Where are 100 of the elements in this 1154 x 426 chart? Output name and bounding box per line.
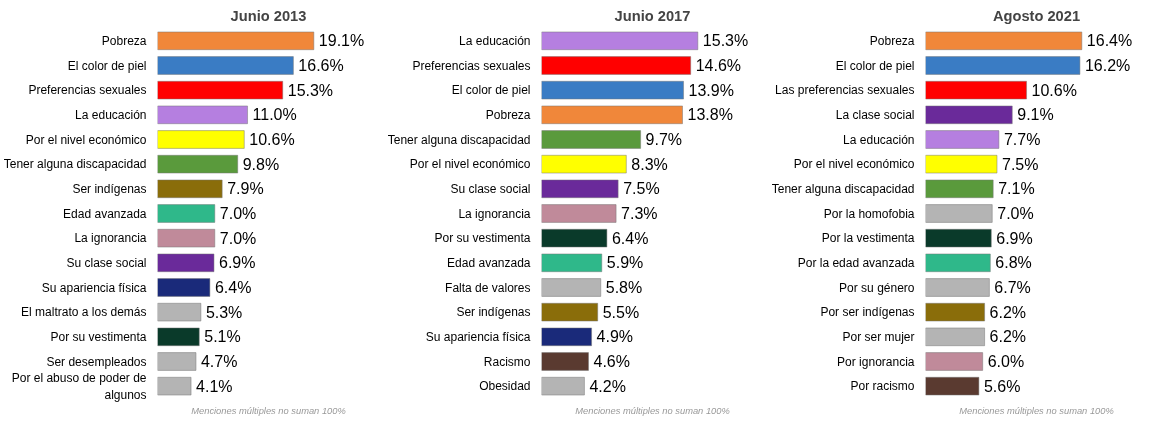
bar [925, 204, 993, 223]
data-label: 7.7% [1003, 131, 1041, 148]
data-label: 10.6% [249, 131, 295, 148]
data-label: 15.3% [702, 32, 749, 50]
chart-title: Junio 2013 [230, 7, 307, 24]
y-tick-label: Por la edad avanzada [797, 255, 915, 270]
bar [541, 278, 602, 297]
data-label: 4.2% [589, 377, 626, 395]
bar [541, 155, 627, 174]
data-label: 6.0% [987, 353, 1025, 370]
y-tick-label: El color de piel [835, 58, 915, 73]
bar [157, 253, 215, 272]
y-tick-label: Ser desempleados [46, 354, 147, 369]
y-tick-label: El maltrato a los demás [21, 305, 147, 320]
data-label: 5.3% [205, 303, 243, 321]
y-tick-label: Por la homofobia [823, 206, 915, 221]
y-tick-label: La educación [843, 132, 915, 147]
bar [157, 105, 248, 124]
y-tick-label: Por el nivel económico [25, 132, 147, 147]
bar [541, 105, 683, 124]
data-label: 16.6% [298, 57, 344, 74]
data-label: 8.3% [631, 155, 668, 173]
y-tick-label: El color de piel [451, 83, 531, 98]
y-tick-label: Edad avanzada [63, 206, 147, 221]
y-tick-label: Falta de valores [445, 280, 531, 295]
data-label: 5.5% [602, 303, 640, 321]
data-label: 5.9% [606, 254, 644, 272]
bar [925, 352, 983, 371]
y-tick-label: Tener alguna discapacidad [387, 132, 531, 147]
data-label: 4.1% [196, 377, 233, 395]
bar [157, 204, 216, 223]
data-label: 6.4% [611, 229, 649, 247]
bar [925, 31, 1083, 50]
y-tick-label: Por su vestimenta [50, 329, 147, 344]
y-tick-label: Ser indígenas [72, 181, 147, 196]
data-label: 7.3% [621, 205, 658, 222]
data-label: 7.0% [997, 205, 1034, 222]
y-tick-label: Por su género [839, 280, 915, 295]
bar [541, 303, 598, 322]
data-label: 10.6% [1031, 81, 1077, 99]
data-label: 6.9% [218, 254, 256, 272]
bar [541, 31, 699, 50]
bar [925, 130, 1000, 149]
data-label: 16.4% [1086, 32, 1133, 50]
bar [157, 377, 192, 396]
y-tick-label: La clase social [835, 107, 915, 122]
y-tick-label: La educación [75, 107, 147, 122]
y-tick-label: Por la vestimenta [821, 231, 915, 246]
bar [925, 179, 994, 198]
data-label: 7.5% [1002, 155, 1039, 173]
y-tick-label: Su apariencia física [41, 280, 147, 295]
y-tick-label: Obesidad [479, 379, 531, 394]
y-tick-label: Su apariencia física [425, 329, 531, 344]
bar [157, 81, 283, 100]
bar [157, 179, 223, 198]
data-label: 5.1% [204, 328, 241, 346]
y-tick-label: Pobreza [485, 107, 531, 122]
bar [541, 179, 619, 198]
bar [925, 303, 985, 322]
y-tick-label: Las preferencias sexuales [775, 83, 915, 98]
y-tick-label: Por el abuso de poder de algunos [11, 370, 147, 402]
y-tick-label: Preferencias sexuales [412, 58, 531, 73]
bar [157, 352, 197, 371]
bar [925, 155, 998, 174]
data-label: 13.9% [688, 81, 734, 99]
bar [541, 204, 617, 223]
data-label: 7.0% [219, 229, 257, 247]
data-label: 13.8% [687, 106, 733, 124]
data-label: 5.8% [605, 279, 643, 296]
bar [157, 31, 315, 50]
bar [541, 229, 608, 248]
y-tick-label: El color de piel [67, 58, 147, 73]
y-tick-label: Edad avanzada [447, 255, 531, 270]
bar [925, 81, 1027, 100]
data-label: 19.1% [318, 32, 365, 50]
y-tick-label: Por el nivel económico [793, 157, 915, 172]
bar [541, 253, 603, 272]
bar [541, 327, 592, 346]
bar [157, 327, 200, 346]
data-label: 9.7% [645, 131, 683, 148]
data-label: 4.6% [593, 353, 630, 370]
data-label: 14.6% [695, 57, 742, 74]
y-tick-label: Por ser mujer [842, 329, 915, 344]
data-label: 7.0% [219, 205, 257, 222]
data-label: 11.0% [252, 106, 297, 124]
data-label: 7.1% [998, 180, 1035, 198]
y-tick-label: Tener alguna discapacidad [3, 157, 147, 172]
bar [157, 303, 202, 322]
y-tick-label: Tener alguna discapacidad [771, 181, 915, 196]
y-tick-label: Ser indígenas [456, 305, 531, 320]
y-tick-label: La educación [459, 33, 531, 48]
data-label: 6.2% [989, 303, 1027, 321]
bar [925, 377, 980, 396]
bar [925, 56, 1081, 75]
y-tick-label: La ignorancia [458, 206, 531, 221]
data-label: 4.7% [200, 353, 238, 370]
bar [925, 105, 1013, 124]
bar [157, 229, 216, 248]
data-label: 6.4% [214, 279, 252, 296]
data-label: 16.2% [1084, 57, 1131, 74]
